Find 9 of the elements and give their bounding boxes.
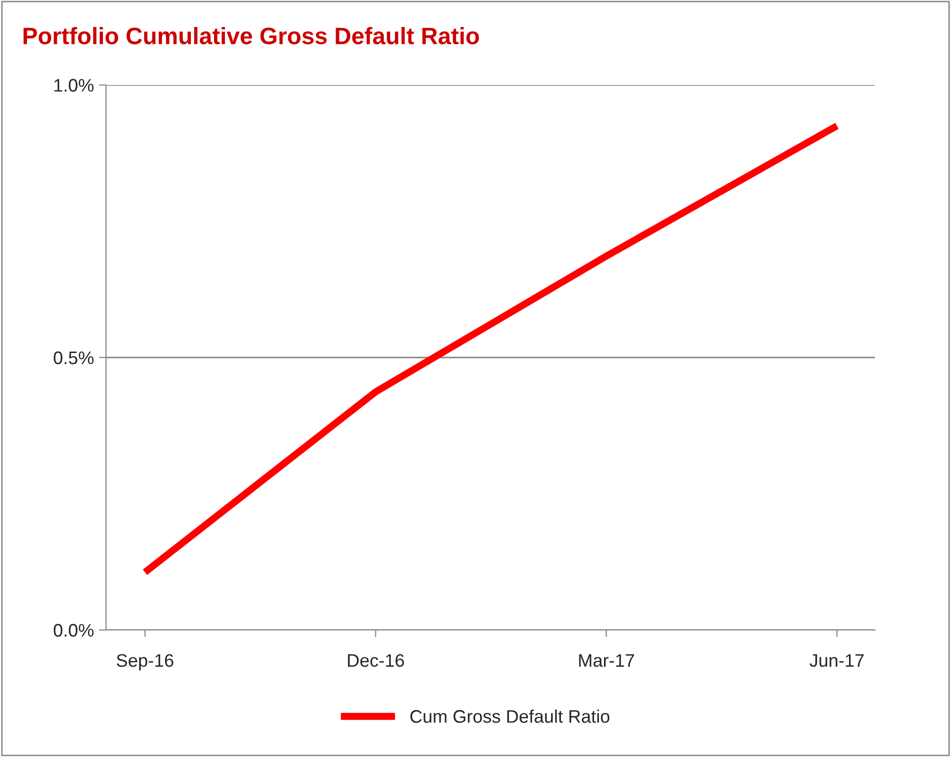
x-tick-label: Sep-16 — [116, 654, 174, 670]
x-tick-label: Jun-17 — [810, 654, 864, 667]
x-tick-label: Dec-16 — [348, 654, 404, 667]
y-tick-label: 0.5% — [54, 351, 94, 364]
legend-label: Cum Gross Default Ratio — [410, 710, 610, 723]
y-tick-label: 1.0% — [54, 78, 94, 92]
chart-title: Portfolio Cumulative Gross Default Ratio — [24, 26, 479, 44]
y-tick-label: 0.0% — [54, 624, 94, 637]
x-tick-label: Mar-17 — [579, 654, 634, 667]
